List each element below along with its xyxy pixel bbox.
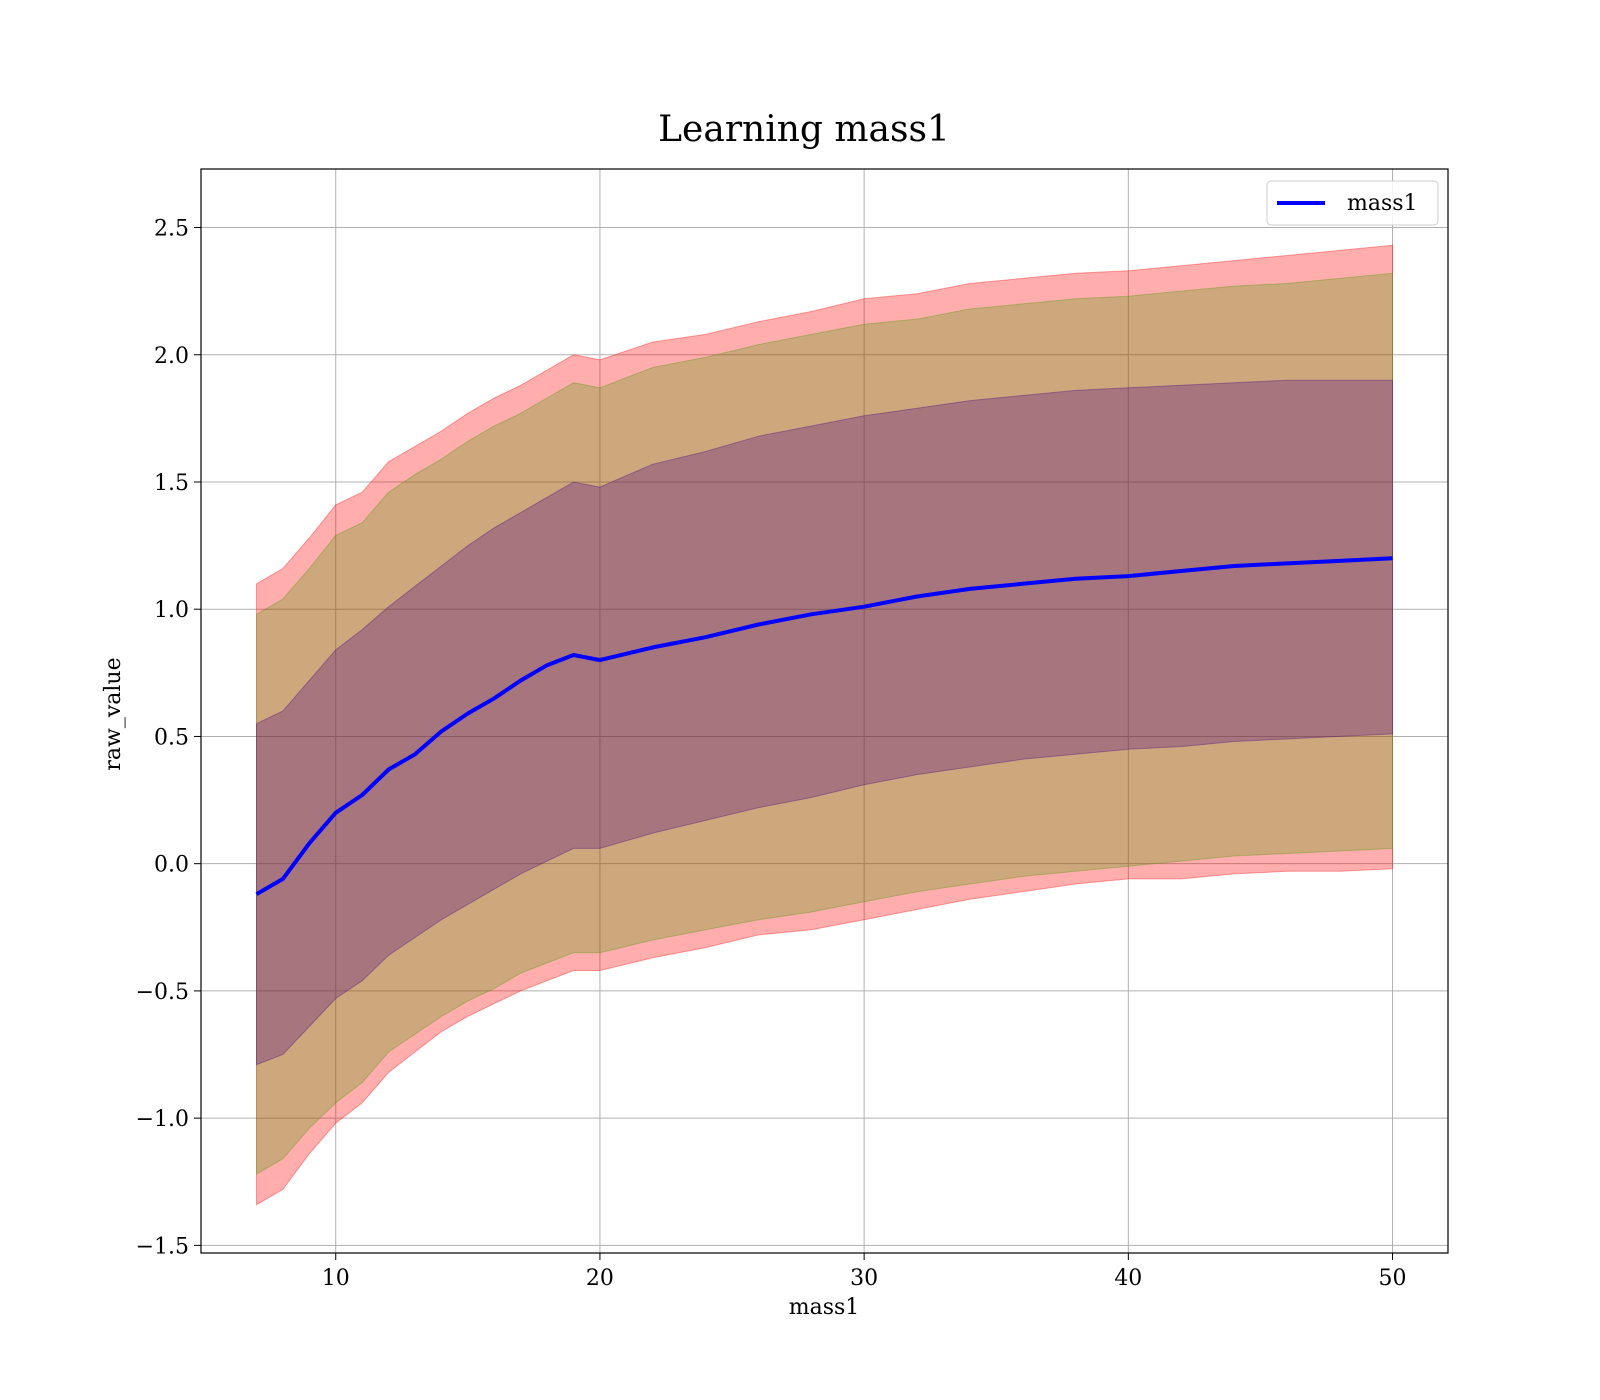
y-tick-label: 2.5 [154, 217, 189, 242]
x-tick-label: 30 [850, 1266, 878, 1291]
series-line-mass1 [255, 556, 1393, 896]
legend-box [1266, 180, 1439, 226]
x-tick-label: 20 [586, 1266, 614, 1291]
grid-layer [201, 169, 1448, 1253]
x-axis-label: mass1 [789, 1295, 860, 1320]
y-tick-label: 1.5 [154, 471, 189, 496]
band-layer [256, 244, 1393, 1206]
legend-label-mass1: mass1 [1347, 191, 1418, 216]
x-tick-label: 40 [1114, 1266, 1142, 1291]
y-tick-label: 1.0 [154, 598, 189, 623]
y-tick-label: −1.0 [136, 1107, 189, 1132]
y-tick-label: 0.5 [154, 725, 189, 750]
x-tick-label: 50 [1379, 1266, 1407, 1291]
y-tick-label: 0.0 [154, 853, 189, 878]
y-tick-label: −0.5 [136, 980, 189, 1005]
line-layer [255, 556, 1393, 896]
y-axis-label: raw_value [101, 657, 126, 770]
uncertainty-band-2 [256, 272, 1393, 1175]
uncertainty-band-1 [256, 244, 1393, 1206]
plot-frame [200, 168, 1449, 1254]
legend: mass1 [1266, 180, 1439, 226]
y-tick-label: −1.5 [136, 1234, 189, 1259]
y-tick-label: 2.0 [154, 344, 189, 369]
x-tick-label: 10 [322, 1266, 350, 1291]
tick-layer: 10 20 30 40 50 −1.5 −1.0 −0.5 0.0 0.5 1.0 1.5 2.0 2.5 [136, 217, 1407, 1291]
uncertainty-band-3 [256, 379, 1393, 1066]
chart-title: Learning mass1 [658, 109, 950, 150]
